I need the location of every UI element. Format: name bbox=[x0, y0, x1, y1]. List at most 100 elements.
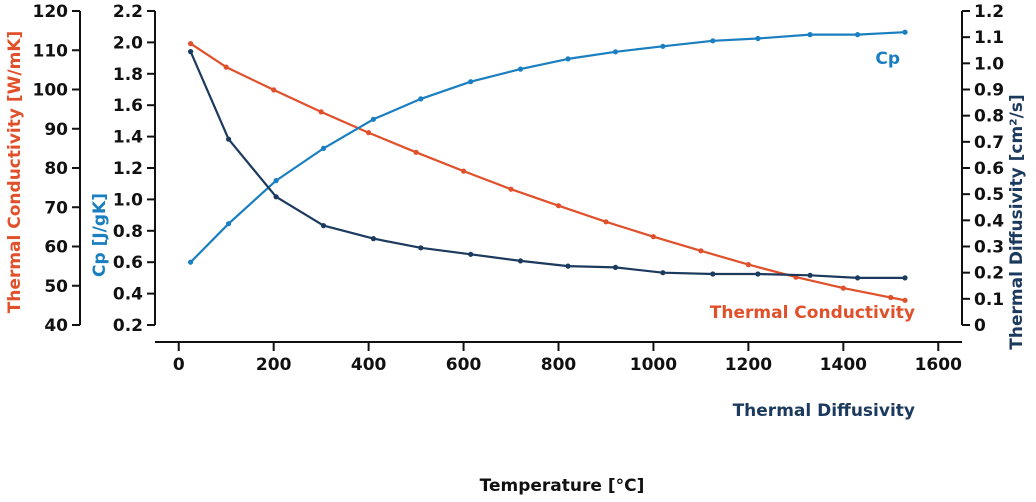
y-tick-label-cp-4: 1.0 bbox=[113, 190, 143, 210]
point-thermal-conductivity-15 bbox=[888, 294, 894, 301]
y-tick-label-cp-3: 0.8 bbox=[113, 222, 143, 242]
point-cp-0 bbox=[188, 259, 194, 265]
x-tick-label-7: 1400 bbox=[820, 355, 867, 375]
point-thermal-diffusivity-10 bbox=[660, 270, 666, 276]
axes-layer: 0 200 400 600 800 1000 1200 1400 160040506070809… bbox=[33, 2, 1005, 375]
point-thermal-conductivity-8 bbox=[555, 203, 562, 209]
x-tick-label-1: 200 bbox=[256, 355, 292, 375]
y-tick-label-cp-0: 0.2 bbox=[113, 316, 143, 336]
y-tick-label-cp-8: 1.8 bbox=[113, 65, 143, 85]
point-cp-14 bbox=[855, 31, 861, 38]
point-thermal-diffusivity-12 bbox=[755, 271, 761, 277]
point-thermal-conductivity-0 bbox=[188, 41, 194, 47]
y-tick-label-diffusivity-3: 0.3 bbox=[974, 238, 1004, 258]
point-cp-5 bbox=[418, 96, 424, 102]
point-thermal-diffusivity-2 bbox=[273, 194, 279, 200]
point-thermal-conductivity-10 bbox=[650, 234, 657, 240]
point-thermal-diffusivity-9 bbox=[612, 264, 619, 270]
point-thermal-conductivity-2 bbox=[271, 87, 277, 93]
y-tick-label-cp-9: 2.0 bbox=[113, 33, 143, 53]
point-cp-3 bbox=[320, 145, 327, 151]
point-cp-12 bbox=[755, 35, 761, 42]
point-cp-4 bbox=[370, 116, 376, 122]
point-thermal-conductivity-14 bbox=[840, 285, 846, 291]
point-cp-13 bbox=[807, 31, 813, 38]
x-tick-label-5: 1000 bbox=[630, 355, 677, 375]
point-thermal-conductivity-4 bbox=[366, 130, 372, 136]
point-thermal-diffusivity-3 bbox=[320, 223, 327, 229]
series-line-cp bbox=[189, 31, 906, 263]
point-cp-10 bbox=[660, 43, 666, 49]
y-tick-label-cp-2: 0.6 bbox=[113, 253, 143, 273]
y-tick-label-diffusivity-10: 1.0 bbox=[974, 54, 1004, 74]
series-label-conductivity: Thermal Conductivity bbox=[710, 303, 915, 323]
point-thermal-conductivity-7 bbox=[508, 186, 514, 192]
point-thermal-conductivity-3 bbox=[318, 109, 324, 115]
point-thermal-diffusivity-8 bbox=[565, 263, 571, 269]
point-cp-1 bbox=[226, 221, 232, 227]
series-label-diffusivity: Thermal Diffusivity bbox=[733, 401, 915, 421]
x-tick-label-3: 600 bbox=[446, 355, 482, 375]
x-tick-label-0: 0 bbox=[173, 355, 185, 375]
y-tick-label-conductivity-3: 70 bbox=[44, 198, 68, 218]
y-tick-label-diffusivity-11: 1.1 bbox=[974, 28, 1004, 48]
point-cp-11 bbox=[710, 38, 716, 44]
y-tick-label-cp-5: 1.2 bbox=[113, 159, 143, 179]
point-thermal-diffusivity-11 bbox=[710, 271, 716, 277]
point-thermal-conductivity-11 bbox=[698, 248, 704, 254]
y-axis-title-cp: Cp [J/gK] bbox=[90, 193, 110, 277]
series-label-cp: Cp bbox=[875, 49, 900, 69]
y-axis-title-conductivity: Thermal Conductivity [W/mK] bbox=[5, 31, 25, 314]
point-thermal-diffusivity-1 bbox=[226, 136, 232, 142]
y-tick-label-conductivity-6: 100 bbox=[33, 81, 69, 101]
point-cp-2 bbox=[273, 178, 279, 184]
point-thermal-conductivity-5 bbox=[413, 149, 419, 155]
x-tick-label-6: 1200 bbox=[725, 355, 772, 375]
point-thermal-diffusivity-14 bbox=[855, 275, 861, 281]
y-tick-label-conductivity-1: 50 bbox=[44, 277, 68, 297]
y-tick-label-conductivity-4: 80 bbox=[44, 159, 68, 179]
y-tick-label-cp-10: 2.2 bbox=[113, 2, 143, 22]
point-cp-6 bbox=[468, 79, 474, 85]
point-cp-15 bbox=[902, 29, 908, 35]
x-tick-label-2: 400 bbox=[351, 355, 387, 375]
y-tick-label-conductivity-7: 110 bbox=[33, 41, 69, 61]
y-tick-label-diffusivity-1: 0.1 bbox=[974, 290, 1004, 310]
y-tick-label-cp-6: 1.4 bbox=[113, 128, 143, 148]
series-line-thermal-diffusivity bbox=[189, 51, 905, 279]
y-tick-label-diffusivity-0: 0 bbox=[974, 316, 986, 336]
point-thermal-conductivity-1 bbox=[223, 64, 229, 70]
y-axis-title-diffusivity: Thermal Diffusivity [cm²/s] bbox=[1007, 94, 1027, 349]
y-tick-label-diffusivity-5: 0.5 bbox=[974, 185, 1004, 205]
y-tick-label-conductivity-5: 90 bbox=[44, 120, 68, 140]
y-tick-label-cp-1: 0.4 bbox=[113, 285, 143, 305]
point-thermal-diffusivity-0 bbox=[188, 49, 194, 55]
y-tick-label-diffusivity-4: 0.4 bbox=[974, 211, 1004, 231]
y-tick-label-diffusivity-6: 0.6 bbox=[974, 159, 1004, 179]
series-line-thermal-conductivity bbox=[189, 42, 906, 302]
x-tick-label-8: 1600 bbox=[915, 355, 962, 375]
series-layer bbox=[188, 29, 908, 303]
point-thermal-diffusivity-4 bbox=[370, 236, 376, 242]
point-cp-7 bbox=[517, 66, 524, 72]
point-thermal-conductivity-16 bbox=[902, 297, 908, 303]
y-tick-label-conductivity-2: 60 bbox=[44, 238, 68, 258]
point-cp-9 bbox=[612, 49, 619, 55]
y-tick-label-diffusivity-12: 1.2 bbox=[974, 2, 1004, 22]
point-thermal-diffusivity-13 bbox=[807, 272, 813, 278]
y-tick-label-diffusivity-7: 0.7 bbox=[974, 133, 1004, 153]
y-tick-label-diffusivity-8: 0.8 bbox=[974, 107, 1004, 127]
point-thermal-conductivity-6 bbox=[461, 168, 467, 174]
point-thermal-diffusivity-6 bbox=[468, 251, 474, 257]
point-thermal-diffusivity-5 bbox=[418, 245, 424, 251]
y-tick-label-conductivity-0: 40 bbox=[44, 316, 68, 336]
point-thermal-diffusivity-7 bbox=[517, 258, 524, 264]
x-axis-title: Temperature [°C] bbox=[480, 476, 645, 496]
y-tick-label-cp-7: 1.6 bbox=[113, 96, 143, 116]
y-tick-label-diffusivity-2: 0.2 bbox=[974, 264, 1004, 284]
point-thermal-conductivity-9 bbox=[603, 219, 609, 225]
y-tick-label-conductivity-8: 120 bbox=[33, 2, 69, 22]
y-tick-label-diffusivity-9: 0.9 bbox=[974, 81, 1004, 101]
point-cp-8 bbox=[565, 56, 571, 62]
